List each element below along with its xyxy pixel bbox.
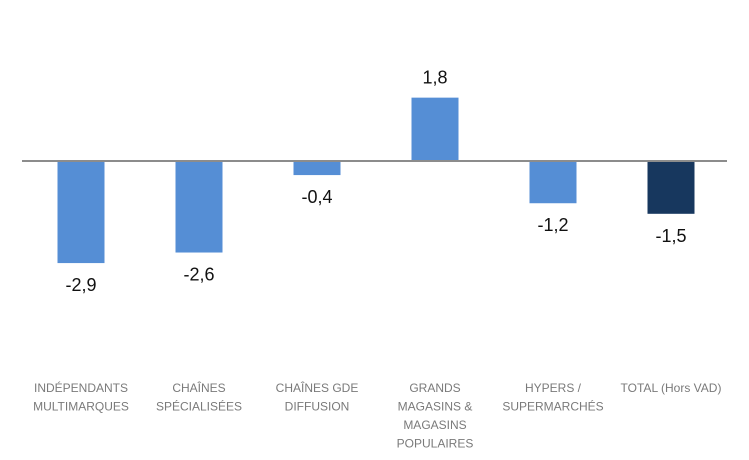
value-label-2: -0,4 — [301, 187, 332, 207]
bar-3 — [411, 97, 459, 161]
value-label-0: -2,9 — [65, 275, 96, 295]
bar-5 — [647, 161, 695, 214]
category-label-5: TOTAL (Hors VAD) — [621, 381, 722, 395]
category-label-2: CHAÎNES GDE DIFFUSION — [276, 380, 359, 414]
category-label-line: SPÉCIALISÉES — [156, 399, 242, 414]
category-labels-layer: INDÉPENDANTS MULTIMARQUES CHAÎNES SPÉCIALIS… — [33, 380, 721, 451]
category-label-line: TOTAL (Hors VAD) — [621, 381, 722, 395]
category-label-line: MAGASINS — [403, 418, 466, 432]
value-label-5: -1,5 — [655, 226, 686, 246]
category-label-line: CHAÎNES GDE — [276, 380, 359, 395]
bar-1 — [175, 161, 223, 253]
bar-2 — [293, 161, 341, 176]
category-label-line: MULTIMARQUES — [33, 400, 129, 414]
category-label-line: MAGASINS & — [398, 400, 473, 414]
category-label-line: DIFFUSION — [285, 400, 350, 414]
value-labels-layer: -2,9 -2,6 -0,4 1,8 -1,2 -1,5 — [65, 68, 686, 295]
value-label-4: -1,2 — [537, 215, 568, 235]
bars-layer — [57, 97, 695, 264]
category-label-line: SUPERMARCHÉS — [502, 399, 603, 414]
category-label-3: GRANDS MAGASINS & MAGASINS POPULAIRES — [397, 381, 474, 451]
category-label-0: INDÉPENDANTS MULTIMARQUES — [33, 380, 129, 414]
value-label-3: 1,8 — [422, 68, 447, 88]
bar-0 — [57, 161, 105, 264]
category-label-line: GRANDS — [409, 381, 460, 395]
category-label-line: INDÉPENDANTS — [34, 380, 128, 395]
value-label-1: -2,6 — [183, 265, 214, 285]
category-label-line: POPULAIRES — [397, 437, 474, 451]
category-label-line: CHAÎNES — [172, 380, 225, 395]
bar-4 — [529, 161, 577, 204]
category-label-line: HYPERS / — [525, 381, 582, 395]
category-label-1: CHAÎNES SPÉCIALISÉES — [156, 380, 242, 414]
category-label-4: HYPERS / SUPERMARCHÉS — [502, 381, 603, 414]
